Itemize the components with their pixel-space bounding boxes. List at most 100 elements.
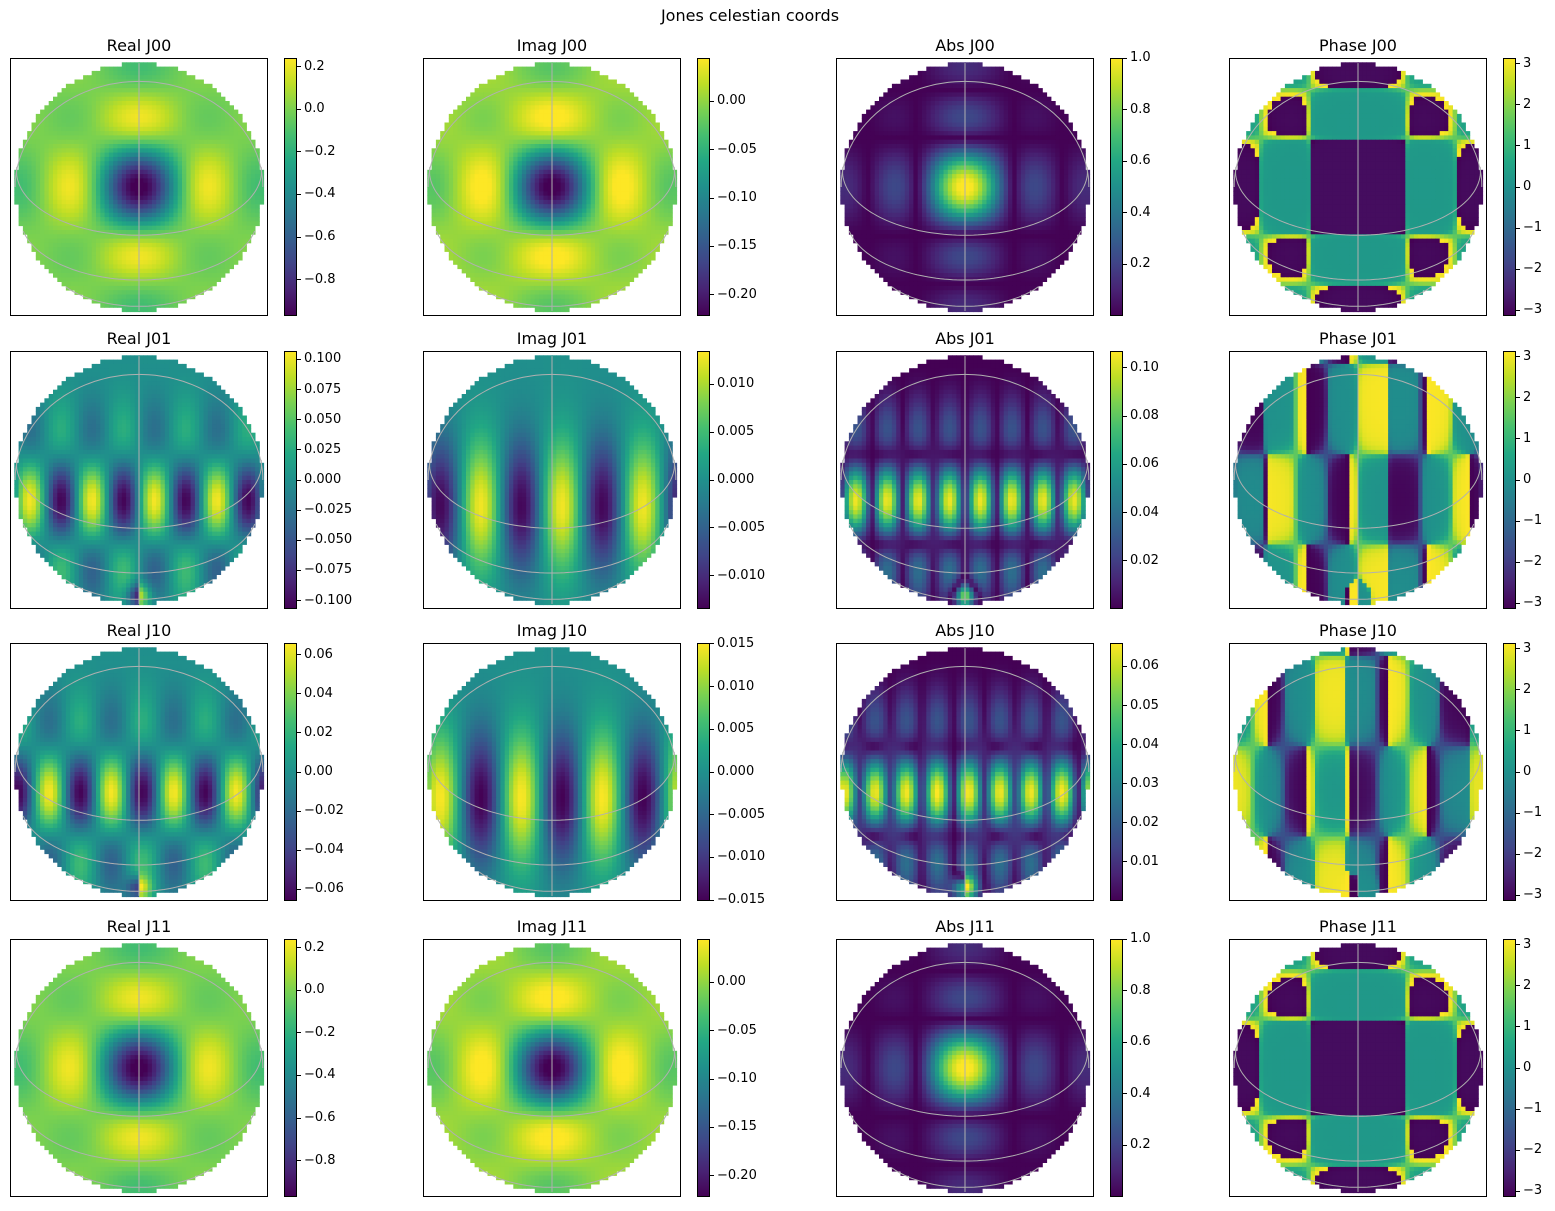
colorbar-tick-label: 0 — [1523, 473, 1531, 486]
colorbar-tick — [1516, 812, 1520, 814]
colorbar-tick-label: 0 — [1523, 765, 1531, 778]
colorbar-tick-label: −0.025 — [304, 503, 352, 516]
colorbar-tick-label: 3 — [1523, 938, 1531, 951]
colorbar-tick-label: 0.4 — [1130, 206, 1151, 219]
colorbar-tick — [710, 686, 714, 688]
panel-title: Real J00 — [10, 36, 268, 55]
grid-line — [840, 80, 966, 187]
colorbar-tick — [1516, 356, 1520, 358]
colorbar-tick — [1516, 145, 1520, 147]
colorbar-tick — [297, 509, 301, 511]
colorbar-tick-label: 0.8 — [1130, 103, 1151, 116]
axes-frame — [836, 939, 1094, 1197]
panel-title: Phase J00 — [1229, 36, 1487, 55]
colorbar-tick — [1123, 57, 1127, 59]
grid-line — [138, 80, 264, 187]
grid-line — [1357, 80, 1483, 187]
colorbar-tick-label: −0.05 — [717, 1024, 757, 1037]
grid-line — [964, 665, 1090, 772]
colorbar-tick-label: 3 — [1523, 57, 1531, 70]
colorbar-tick-label: −3 — [1523, 888, 1542, 901]
colorbar-tick — [1123, 938, 1127, 940]
colorbar-tick — [1516, 309, 1520, 311]
colorbar-tick-label: 0.8 — [1130, 984, 1151, 997]
colorbar-tick — [710, 100, 714, 102]
colorbar — [697, 58, 710, 316]
colorbar-tick — [297, 732, 301, 734]
heatmap-panel: Imag J01 0.010 0.005 0.000 −0.005 −0.010 — [423, 327, 780, 611]
axes-frame — [1229, 58, 1487, 316]
colorbar-tick-label: −0.015 — [717, 893, 765, 906]
colorbar-tick-label: 0.03 — [1130, 777, 1159, 790]
colorbar-tick — [297, 1032, 301, 1034]
colorbar-tick-label: 0.0 — [304, 102, 325, 115]
colorbar-gradient — [1110, 939, 1123, 1197]
colorbar-tick-label: 0 — [1523, 180, 1531, 193]
colorbar-tick — [710, 728, 714, 730]
heatmap-axes — [1229, 643, 1487, 901]
axes-frame — [836, 58, 1094, 316]
colorbar-tick-label: 3 — [1523, 642, 1531, 655]
colorbar-tick — [710, 814, 714, 816]
axes-frame — [423, 351, 681, 609]
grid-line — [1233, 665, 1359, 772]
colorbar-tick — [1123, 463, 1127, 465]
colorbar-tick-label: −0.005 — [717, 521, 765, 534]
graticule — [1233, 944, 1483, 1192]
colorbar-tick-label: −0.2 — [304, 145, 336, 158]
colorbar-tick — [297, 1160, 301, 1162]
graticule — [14, 356, 264, 604]
colorbar-tick-label: −0.02 — [304, 804, 344, 817]
colorbar-tick — [1123, 744, 1127, 746]
grid-line — [138, 961, 264, 1068]
colorbar-tick — [297, 66, 301, 68]
panel-title: Phase J01 — [1229, 329, 1487, 348]
heatmap-panel: Phase J10 3 2 1 0 −1 −2 −3 — [1229, 619, 1555, 903]
heatmap-axes — [10, 351, 268, 609]
panel-title: Imag J00 — [423, 36, 681, 55]
colorbar-tick-label: −0.6 — [304, 1111, 336, 1124]
heatmap-axes — [836, 939, 1094, 1197]
colorbar-tick — [1516, 853, 1520, 855]
colorbar-tick — [297, 810, 301, 812]
colorbar-tick-label: 0.04 — [304, 687, 333, 700]
colorbar-tick-label: 0.075 — [304, 383, 341, 396]
heatmap-axes — [10, 58, 268, 316]
colorbar-tick-label: 0.2 — [1130, 1138, 1151, 1151]
colorbar-tick — [1123, 1093, 1127, 1095]
grid-line — [964, 373, 1090, 480]
axes-frame — [10, 58, 268, 316]
colorbar-gradient — [1503, 58, 1516, 316]
colorbar-tick-label: −2 — [1523, 555, 1542, 568]
colorbar-gradient — [284, 643, 297, 901]
colorbar-tick-label: −1 — [1523, 514, 1542, 527]
colorbar — [697, 939, 710, 1197]
colorbar-tick-label: −2 — [1523, 847, 1542, 860]
colorbar-tick — [1516, 186, 1520, 188]
colorbar-tick-label: 0.01 — [1130, 855, 1159, 868]
colorbar-gradient — [1503, 643, 1516, 901]
heatmap-cells — [14, 647, 265, 898]
heatmap-axes — [1229, 939, 1487, 1197]
colorbar-tick — [1123, 990, 1127, 992]
colorbar — [1110, 58, 1123, 316]
colorbar-tick — [1516, 397, 1520, 399]
colorbar-gradient — [1503, 939, 1516, 1197]
colorbar-tick — [710, 294, 714, 296]
axes-frame — [10, 643, 268, 901]
colorbar-tick-label: −2 — [1523, 262, 1542, 275]
colorbar-tick-label: −0.2 — [304, 1026, 336, 1039]
colorbar-tick-label: 0.02 — [1130, 554, 1159, 567]
grid-line — [840, 961, 966, 1068]
panel-title: Phase J11 — [1229, 917, 1487, 936]
heatmap-cells — [427, 943, 678, 1194]
axes-frame — [10, 351, 268, 609]
colorbar-tick-label: 0.10 — [1130, 361, 1159, 374]
colorbar-tick-label: −3 — [1523, 303, 1542, 316]
colorbar-tick-label: 0.04 — [1130, 506, 1159, 519]
axes-frame — [1229, 351, 1487, 609]
colorbar-tick — [710, 1175, 714, 1177]
colorbar-tick-label: −0.005 — [717, 808, 765, 821]
colorbar — [1503, 643, 1516, 901]
grid-line — [427, 665, 553, 772]
